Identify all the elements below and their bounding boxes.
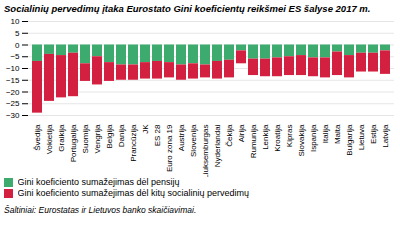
svg-text:Slovenija: Slovenija	[189, 124, 198, 157]
svg-text:10: 10	[11, 17, 20, 26]
svg-text:Rumunija: Rumunija	[249, 124, 258, 158]
svg-text:Čekija: Čekija	[225, 124, 234, 147]
svg-text:−30: −30	[6, 111, 20, 120]
svg-text:Suomija: Suomija	[81, 124, 90, 153]
svg-text:0: 0	[15, 41, 20, 50]
svg-text:Bulgarija: Bulgarija	[345, 124, 354, 156]
svg-text:Danija: Danija	[117, 124, 126, 147]
svg-text:Prancūzija: Prancūzija	[129, 124, 138, 162]
svg-text:Euro zona 19: Euro zona 19	[165, 124, 174, 172]
svg-text:Lietuva: Lietuva	[357, 124, 366, 150]
html-text:Socialinių pervedimų įtaka Eur: Socialinių pervedimų įtaka Eurostato Gin…	[4, 3, 371, 14]
svg-text:Nyderlandai: Nyderlandai	[213, 124, 222, 167]
svg-text:−20: −20	[6, 88, 20, 97]
svg-text:−15: −15	[6, 76, 20, 85]
html-text:Šaltiniai: Eurostatas ir Lietu: Šaltiniai: Eurostatas ir Lietuvos banko …	[4, 204, 197, 215]
svg-text:Latvija: Latvija	[381, 124, 390, 148]
svg-text:Airija: Airija	[237, 124, 246, 142]
html-text:Gini koeficiento sumažejimas d: Gini koeficiento sumažejimas dėl kitų so…	[17, 188, 250, 198]
svg-text:JK: JK	[141, 124, 150, 134]
svg-text:Malta: Malta	[333, 124, 342, 144]
svg-text:Slovakija: Slovakija	[297, 124, 306, 157]
svg-text:−5: −5	[10, 52, 20, 61]
svg-text:Portugalija: Portugalija	[69, 124, 78, 162]
svg-text:5: 5	[15, 29, 20, 38]
svg-text:Švedija: Švedija	[33, 124, 42, 151]
svg-text:ES 28: ES 28	[153, 124, 162, 146]
svg-text:Ispanija: Ispanija	[309, 124, 318, 152]
svg-text:Vengrija: Vengrija	[93, 124, 102, 153]
html-text:Gini koeficiento sumažejimas d: Gini koeficiento sumažejimas dėl pensijų	[17, 177, 180, 187]
svg-text:Kroatija: Kroatija	[273, 124, 282, 152]
svg-text:Vokietija: Vokietija	[45, 124, 54, 154]
svg-text:Belgija: Belgija	[105, 124, 114, 149]
svg-text:Austrija: Austrija	[177, 124, 186, 151]
svg-text:Kipras: Kipras	[285, 125, 294, 148]
svg-text:−10: −10	[6, 64, 20, 73]
svg-text:Liuksemburgas: Liuksemburgas	[201, 125, 210, 178]
svg-text:Graikija: Graikija	[57, 124, 66, 152]
svg-text:Italija: Italija	[321, 124, 330, 143]
svg-text:Estija: Estija	[369, 124, 378, 144]
svg-text:Lenkija: Lenkija	[261, 124, 270, 150]
svg-text:−25: −25	[6, 99, 20, 108]
